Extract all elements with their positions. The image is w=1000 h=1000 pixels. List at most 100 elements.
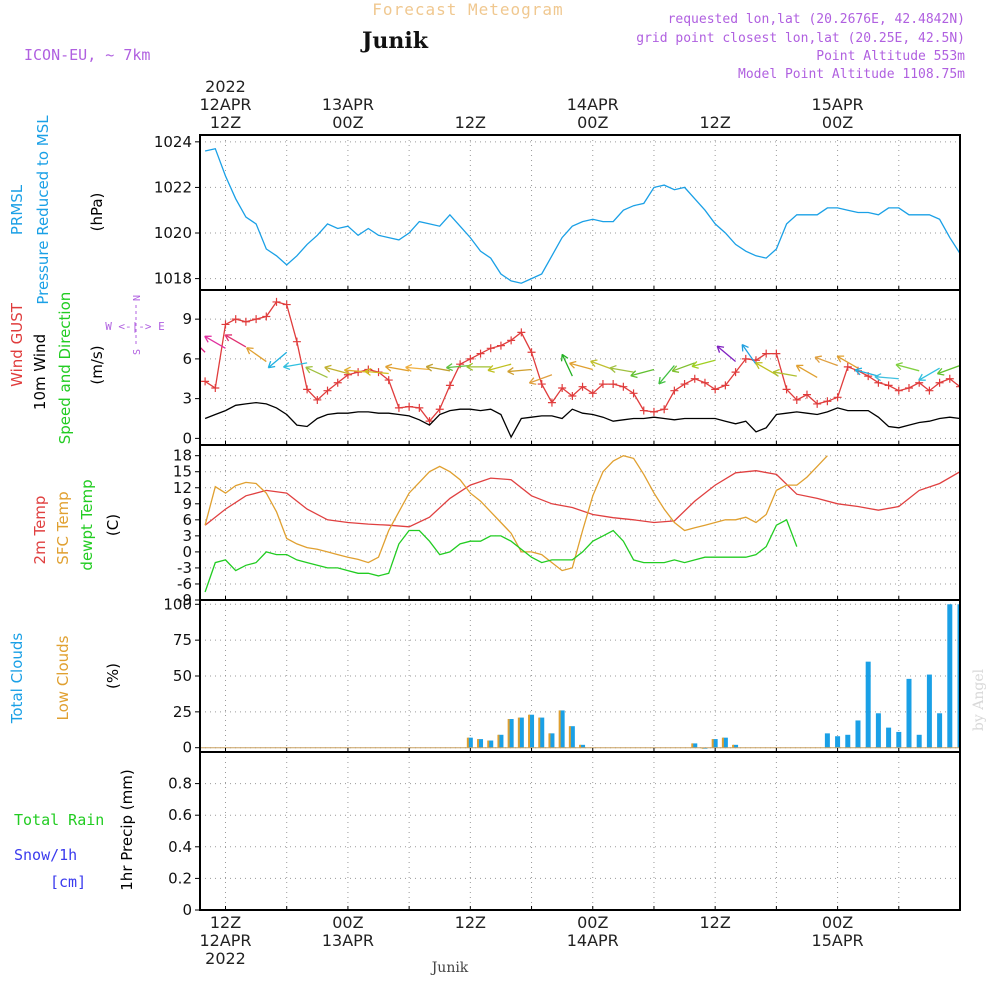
- low-cloud-bar: [517, 717, 520, 748]
- dewpt-label: dewpt Temp: [78, 479, 96, 570]
- wind-arrow: [658, 365, 675, 385]
- gust-marker: [323, 386, 332, 395]
- prmsl-line: [204, 147, 960, 284]
- bottom-time-label: 00Z: [577, 913, 608, 932]
- gust-marker: [843, 362, 852, 371]
- gust-label: Wind GUST: [8, 302, 26, 387]
- bottom-time-label: 12APR: [199, 931, 251, 950]
- gust-marker: [598, 380, 607, 389]
- gust-marker: [384, 376, 393, 385]
- dewpt-temp-line: [204, 518, 798, 593]
- requested-coords: requested lon,lat (20.2676E, 42.4842N): [668, 12, 965, 27]
- temp-frame: [199, 444, 961, 601]
- total-cloud-bar: [722, 737, 728, 748]
- top-time-label: 12Z: [210, 113, 241, 132]
- wind-arrow: [487, 363, 512, 373]
- gust-marker: [507, 336, 516, 345]
- bottom-time-label: 14APR: [567, 931, 619, 950]
- wind-arrow: [560, 353, 573, 377]
- wind-arrow: [283, 362, 308, 371]
- gust-marker: [241, 317, 250, 326]
- wind-arrow: [609, 364, 634, 373]
- sfc-temp-label: SFC Temp: [54, 491, 72, 564]
- gust-marker: [956, 382, 960, 391]
- gust-marker: [272, 297, 281, 306]
- gust-marker: [405, 402, 414, 411]
- wind-arrow: [590, 359, 614, 371]
- y-tick-label: 6: [182, 350, 192, 368]
- low-cloud-bar: [711, 739, 714, 748]
- wind-arrow: [741, 343, 757, 365]
- wind-arrow: [836, 355, 859, 369]
- top-time-label: 12APR: [199, 95, 251, 114]
- y-tick-label: 75: [173, 631, 192, 649]
- gust-marker: [466, 354, 475, 363]
- wind-panel: 0 3 6 9: [182, 289, 961, 447]
- gust-marker: [925, 386, 934, 395]
- gust-marker: [680, 380, 689, 389]
- total-cloud-bar: [518, 717, 524, 748]
- top-time-label: 2022: [205, 77, 246, 96]
- gust-marker: [558, 384, 567, 393]
- total-cloud-bar: [855, 720, 861, 748]
- gust-marker: [425, 417, 434, 426]
- top-time-label: 15APR: [812, 95, 864, 114]
- wind-arrow: [246, 347, 267, 363]
- low-cloud-bar: [579, 744, 582, 748]
- total-cloud-bar: [733, 744, 739, 748]
- wind-arrow: [425, 363, 451, 372]
- gust-marker: [762, 349, 771, 358]
- gust-marker: [813, 399, 822, 408]
- y-tick-label: 0.8: [168, 775, 192, 793]
- wind-arrow: [671, 362, 695, 373]
- bottom-time-label: 00Z: [332, 913, 363, 932]
- svg-text:N: N: [132, 295, 143, 301]
- bottom-time-label: 15APR: [812, 931, 864, 950]
- pressure-frame: [199, 134, 961, 291]
- top-time-label: 12Z: [700, 113, 731, 132]
- precip-panel: 0 0.2 0.4 0.6 0.8: [168, 751, 961, 919]
- gust-marker: [476, 349, 485, 358]
- wind-arrow: [895, 362, 920, 372]
- gust-marker: [262, 312, 271, 321]
- temp-2m-label: 2m Temp: [31, 496, 49, 565]
- location-title: Junik: [360, 28, 429, 54]
- y-tick-label: 1018: [154, 270, 192, 288]
- 2m-temp-line: [204, 470, 960, 528]
- gust-marker: [435, 405, 444, 414]
- snow-label: Snow/1h: [14, 846, 77, 864]
- gust-marker: [211, 384, 220, 393]
- sfc-temp-line: [204, 455, 828, 572]
- low-cloud-bar: [528, 714, 531, 748]
- y-tick-label: 3: [182, 390, 192, 408]
- gust-marker: [782, 385, 791, 394]
- pressure-data: [204, 147, 960, 284]
- low-cloud-bar: [538, 717, 541, 748]
- low-cloud-bar: [568, 726, 571, 748]
- y-tick-label: -9: [177, 591, 192, 609]
- celsius-label: (C): [104, 514, 122, 536]
- wind-arrow: [814, 355, 838, 367]
- total-cloud-bar: [569, 726, 575, 748]
- total-cloud-bar: [498, 734, 504, 748]
- gust-marker: [690, 374, 699, 383]
- gust-marker: [670, 386, 679, 395]
- low-cloud-bar: [477, 739, 480, 748]
- gust-marker: [741, 354, 750, 363]
- gust-marker: [639, 406, 648, 415]
- y-tick-label: 6: [182, 511, 192, 529]
- side-labels: PRMSL Pressure Reduced to MSL (hPa) Wind GU…: [8, 115, 165, 891]
- y-tick-label: 0: [182, 429, 192, 447]
- gust-marker: [221, 320, 230, 329]
- y-tick-label: 1022: [154, 178, 192, 196]
- top-time-label: 00Z: [332, 113, 363, 132]
- total-cloud-bar: [559, 710, 565, 748]
- wind-arrow: [305, 366, 328, 379]
- gust-marker: [292, 337, 301, 346]
- gust-marker: [833, 393, 842, 402]
- y-tick-label: -3: [177, 559, 192, 577]
- wind-arrow: [200, 346, 206, 353]
- hpa-label: (hPa): [88, 193, 106, 232]
- ms-label: (m/s): [88, 345, 106, 384]
